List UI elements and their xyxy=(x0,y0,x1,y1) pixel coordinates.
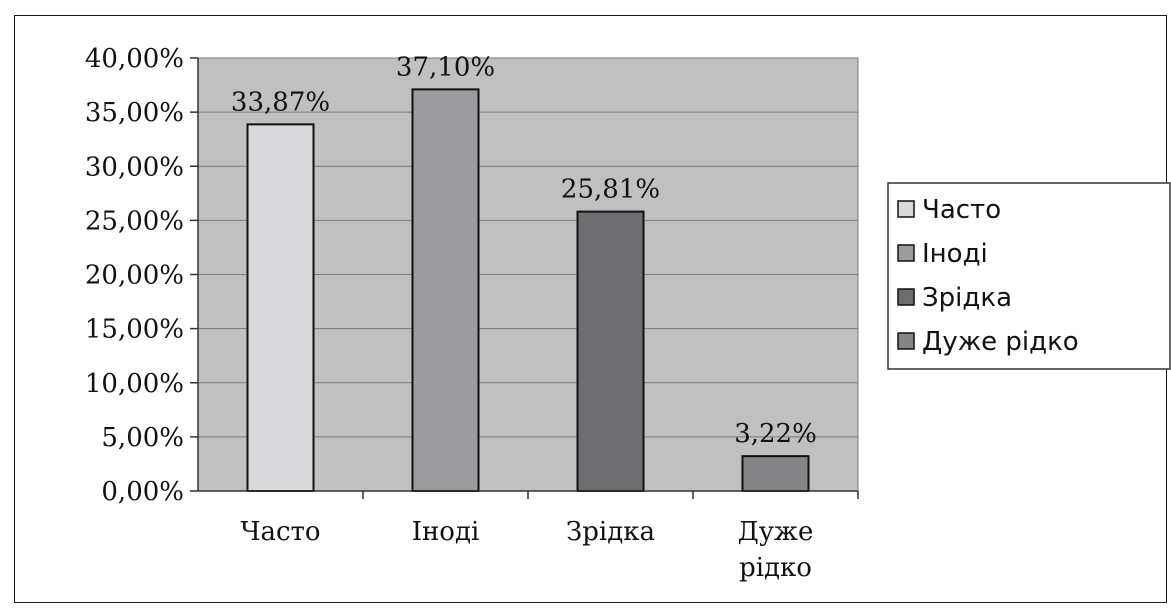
y-tick-label: 20,00% xyxy=(85,261,184,291)
x-tick-label: Дуже рідко xyxy=(738,517,814,583)
bar xyxy=(411,88,480,493)
y-tick-label: 35,00% xyxy=(85,98,184,128)
data-label: 25,81% xyxy=(561,175,660,205)
legend-entry: Іноді xyxy=(922,239,988,269)
x-tick-label: Зрідка xyxy=(566,517,655,547)
legend-entry: Зрідка xyxy=(922,283,1012,313)
legend-box xyxy=(887,182,1171,370)
bar xyxy=(741,455,810,492)
legend-swatch xyxy=(897,332,915,350)
y-tick-label: 0,00% xyxy=(101,477,184,507)
legend-swatch xyxy=(897,244,915,262)
bar xyxy=(246,123,315,493)
bars xyxy=(246,88,810,493)
legend: Часто Іноді Зрідка Дуже рідко xyxy=(887,182,1171,370)
y-tick-label: 30,00% xyxy=(85,152,184,182)
y-tick-label: 5,00% xyxy=(101,423,184,453)
bar xyxy=(576,210,645,492)
data-label: 37,10% xyxy=(396,52,495,82)
x-tick-label: Іноді xyxy=(412,517,480,547)
legend-swatch xyxy=(897,200,915,218)
y-tick-label: 10,00% xyxy=(85,369,184,399)
y-tick-label: 25,00% xyxy=(85,206,184,236)
legend-entry: Дуже рідко xyxy=(922,327,1079,357)
data-label: 3,22% xyxy=(734,419,817,449)
y-tick-label: 40,00% xyxy=(85,44,184,74)
axes xyxy=(190,57,859,499)
y-tick-label: 15,00% xyxy=(85,315,184,345)
legend-entry: Часто xyxy=(922,195,1001,225)
data-label: 33,87% xyxy=(231,87,330,117)
labels: 0,00% 5,00% 10,00% 15,00% 20,00% 25,00% 30,00%… xyxy=(85,44,817,583)
x-tick-label: Часто xyxy=(240,517,320,547)
legend-swatch xyxy=(897,288,915,306)
